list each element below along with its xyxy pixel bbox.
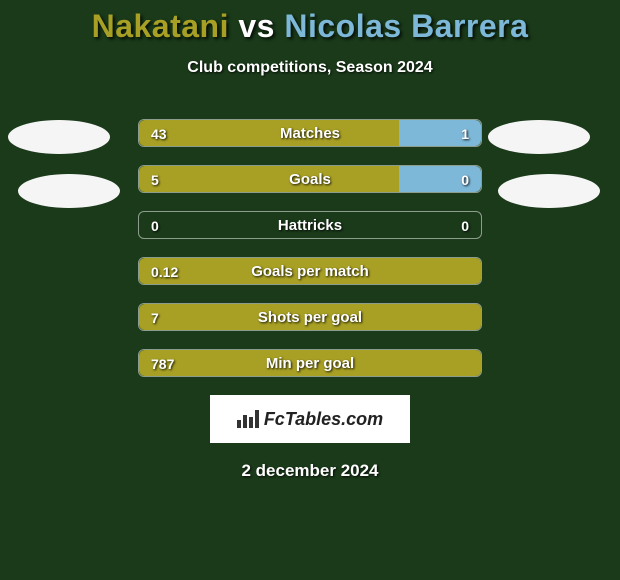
subtitle: Club competitions, Season 2024: [0, 59, 620, 77]
stat-row: 787Min per goal: [138, 349, 482, 377]
stat-label: Hattricks: [139, 212, 481, 238]
stat-row: 5Goals0: [138, 165, 482, 193]
page-title: Nakatani vs Nicolas Barrera: [0, 8, 620, 45]
bars-chart-icon: [237, 410, 259, 428]
avatar-placeholder: [8, 120, 110, 154]
stat-label: Shots per goal: [139, 304, 481, 330]
vs-text: vs: [229, 8, 284, 44]
logo-box[interactable]: FcTables.com: [210, 395, 410, 443]
stat-value-right: 0: [461, 166, 469, 192]
stat-row: 0.12Goals per match: [138, 257, 482, 285]
logo-text: FcTables.com: [264, 409, 383, 430]
stat-value-right: 0: [461, 212, 469, 238]
stat-value-right: 1: [461, 120, 469, 146]
player1-name: Nakatani: [92, 8, 229, 44]
stat-label: Min per goal: [139, 350, 481, 376]
player2-name: Nicolas Barrera: [284, 8, 528, 44]
avatar-placeholder: [498, 174, 600, 208]
stat-row: 0Hattricks0: [138, 211, 482, 239]
stats-area: 43Matches15Goals00Hattricks00.12Goals pe…: [0, 119, 620, 377]
stat-label: Goals per match: [139, 258, 481, 284]
stat-label: Matches: [139, 120, 481, 146]
avatar-placeholder: [488, 120, 590, 154]
stat-row: 43Matches1: [138, 119, 482, 147]
stat-label: Goals: [139, 166, 481, 192]
date-text: 2 december 2024: [0, 461, 620, 481]
comparison-card: Nakatani vs Nicolas Barrera Club competi…: [0, 0, 620, 481]
stat-row: 7Shots per goal: [138, 303, 482, 331]
avatar-placeholder: [18, 174, 120, 208]
